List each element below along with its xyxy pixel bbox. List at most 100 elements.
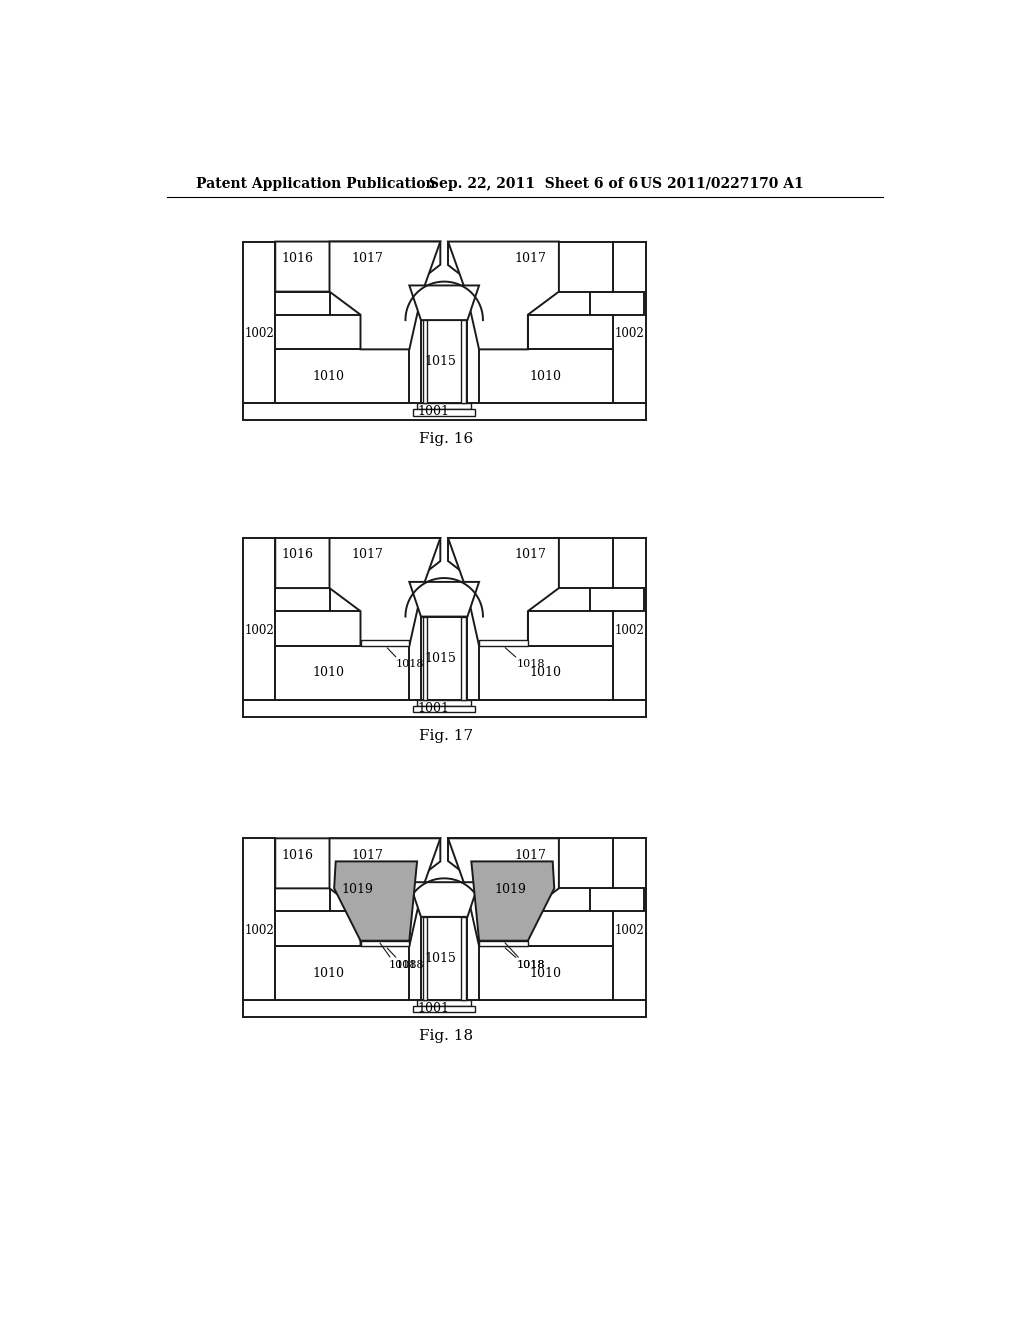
- Bar: [613, 838, 646, 1001]
- Polygon shape: [330, 242, 440, 350]
- Polygon shape: [449, 539, 559, 645]
- Polygon shape: [449, 539, 613, 589]
- Text: 1017: 1017: [514, 252, 546, 265]
- Text: 1016: 1016: [282, 548, 313, 561]
- Text: Patent Application Publication: Patent Application Publication: [197, 177, 436, 191]
- Bar: [414, 706, 475, 711]
- Text: 1002: 1002: [614, 924, 644, 937]
- Text: 1017: 1017: [514, 548, 546, 561]
- Bar: [275, 946, 410, 1001]
- Text: 1017: 1017: [351, 849, 383, 862]
- Text: 1002: 1002: [245, 624, 274, 638]
- Bar: [243, 700, 646, 717]
- Polygon shape: [330, 539, 440, 645]
- Bar: [461, 321, 466, 404]
- Polygon shape: [471, 862, 554, 941]
- Bar: [479, 941, 528, 946]
- Text: 1019: 1019: [495, 883, 526, 896]
- Bar: [613, 539, 646, 700]
- Bar: [414, 409, 475, 416]
- Bar: [243, 838, 275, 1001]
- Text: 1010: 1010: [312, 370, 344, 383]
- Text: 1010: 1010: [529, 370, 561, 383]
- Bar: [590, 888, 644, 911]
- Polygon shape: [449, 242, 613, 292]
- Bar: [243, 1001, 646, 1016]
- Polygon shape: [410, 882, 479, 917]
- Text: 1001: 1001: [417, 1002, 450, 1015]
- Text: 1002: 1002: [245, 327, 274, 341]
- Bar: [417, 1001, 471, 1006]
- Bar: [421, 616, 467, 700]
- Bar: [414, 1006, 475, 1012]
- Bar: [423, 616, 427, 700]
- Polygon shape: [330, 838, 440, 946]
- Text: 1019: 1019: [341, 883, 374, 896]
- Text: Fig. 18: Fig. 18: [419, 1030, 473, 1043]
- Text: 1015: 1015: [425, 652, 457, 665]
- Text: 1010: 1010: [529, 966, 561, 979]
- Text: 1001: 1001: [417, 702, 450, 714]
- Bar: [461, 616, 466, 700]
- Bar: [417, 404, 471, 409]
- Text: 1002: 1002: [614, 327, 644, 341]
- Bar: [423, 321, 427, 404]
- Bar: [479, 640, 528, 645]
- Text: 1015: 1015: [425, 355, 457, 368]
- Bar: [479, 645, 613, 700]
- Text: 1010: 1010: [312, 966, 344, 979]
- Polygon shape: [275, 242, 440, 292]
- Text: 1018: 1018: [395, 960, 424, 970]
- Text: US 2011/0227170 A1: US 2011/0227170 A1: [640, 177, 803, 191]
- Text: 1017: 1017: [351, 548, 383, 561]
- Text: 1010: 1010: [312, 667, 344, 680]
- Text: 1016: 1016: [282, 252, 313, 265]
- Bar: [421, 917, 467, 1001]
- Text: 1017: 1017: [514, 849, 546, 862]
- Bar: [275, 645, 410, 700]
- Bar: [528, 911, 613, 946]
- Bar: [275, 292, 330, 314]
- Polygon shape: [334, 862, 417, 941]
- Bar: [613, 242, 646, 404]
- Bar: [275, 589, 330, 611]
- Text: 1010: 1010: [529, 667, 561, 680]
- Bar: [275, 314, 360, 350]
- Bar: [528, 611, 613, 645]
- Polygon shape: [275, 539, 440, 589]
- Polygon shape: [449, 838, 559, 946]
- Bar: [528, 314, 613, 350]
- Bar: [590, 589, 644, 611]
- Bar: [360, 640, 410, 645]
- Text: Fig. 16: Fig. 16: [419, 433, 473, 446]
- Text: 1018: 1018: [516, 960, 545, 970]
- Bar: [479, 350, 613, 404]
- Bar: [275, 888, 330, 911]
- Bar: [421, 321, 467, 404]
- Text: Sep. 22, 2011  Sheet 6 of 6: Sep. 22, 2011 Sheet 6 of 6: [429, 177, 638, 191]
- Bar: [243, 539, 275, 700]
- Text: 1018: 1018: [395, 659, 424, 669]
- Bar: [360, 941, 410, 946]
- Polygon shape: [410, 582, 479, 616]
- Bar: [423, 917, 427, 1001]
- Text: 1015: 1015: [425, 952, 457, 965]
- Bar: [275, 611, 360, 645]
- Bar: [590, 292, 644, 314]
- Bar: [243, 242, 275, 404]
- Bar: [275, 350, 410, 404]
- Bar: [479, 946, 613, 1001]
- Text: 1017: 1017: [351, 252, 383, 265]
- Polygon shape: [449, 838, 613, 888]
- Text: 1002: 1002: [614, 624, 644, 638]
- Bar: [275, 911, 360, 946]
- Text: 1002: 1002: [245, 924, 274, 937]
- Text: 1018: 1018: [517, 960, 546, 970]
- Bar: [461, 917, 466, 1001]
- Text: Fig. 17: Fig. 17: [419, 729, 473, 743]
- Text: 1018: 1018: [516, 659, 545, 669]
- Text: 1001: 1001: [417, 405, 450, 418]
- Polygon shape: [449, 242, 559, 350]
- Polygon shape: [410, 285, 479, 321]
- Bar: [243, 404, 646, 420]
